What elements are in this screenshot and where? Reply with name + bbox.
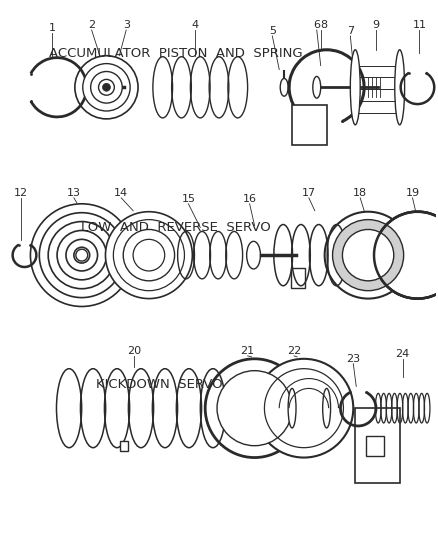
- Circle shape: [342, 230, 393, 281]
- Circle shape: [324, 212, 410, 298]
- Ellipse shape: [350, 50, 359, 125]
- Text: 24: 24: [395, 349, 409, 359]
- Text: 17: 17: [301, 188, 315, 198]
- Ellipse shape: [322, 389, 330, 428]
- Text: 22: 22: [286, 346, 300, 356]
- Circle shape: [90, 71, 122, 103]
- Text: 23: 23: [346, 354, 360, 364]
- Circle shape: [102, 83, 110, 91]
- Text: 9: 9: [371, 20, 379, 30]
- Text: 5: 5: [268, 26, 275, 36]
- Ellipse shape: [287, 389, 295, 428]
- Bar: [365, 436, 383, 456]
- Text: 21: 21: [240, 346, 254, 356]
- Circle shape: [75, 56, 138, 119]
- Text: 13: 13: [67, 188, 81, 198]
- Circle shape: [205, 359, 303, 457]
- Text: LOW  AND  REVERSE  SERVO: LOW AND REVERSE SERVO: [81, 221, 270, 233]
- Text: 8: 8: [319, 20, 326, 30]
- Circle shape: [83, 63, 130, 111]
- Circle shape: [76, 249, 88, 261]
- Circle shape: [254, 359, 353, 457]
- Text: 7: 7: [346, 26, 353, 36]
- Circle shape: [332, 220, 403, 290]
- Text: 14: 14: [114, 188, 128, 198]
- Circle shape: [216, 370, 291, 446]
- Text: 1: 1: [49, 23, 56, 33]
- Text: ACCUMULATOR  PISTON  AND  SPRING: ACCUMULATOR PISTON AND SPRING: [49, 47, 302, 60]
- Ellipse shape: [312, 76, 320, 98]
- Bar: [354, 408, 399, 483]
- Circle shape: [105, 212, 192, 298]
- Text: 18: 18: [352, 188, 367, 198]
- Bar: [290, 268, 304, 288]
- Text: 15: 15: [181, 194, 195, 204]
- Text: 2: 2: [88, 20, 95, 30]
- Text: 6: 6: [313, 20, 320, 30]
- Text: 12: 12: [14, 188, 28, 198]
- Text: 19: 19: [405, 188, 419, 198]
- Ellipse shape: [394, 50, 404, 125]
- Text: KICKDOWN  SERVO: KICKDOWN SERVO: [95, 378, 222, 391]
- Bar: [291, 105, 326, 144]
- Ellipse shape: [279, 78, 287, 96]
- Ellipse shape: [246, 241, 260, 269]
- Text: 3: 3: [122, 20, 129, 30]
- Text: 20: 20: [127, 346, 141, 356]
- Text: 16: 16: [242, 194, 256, 204]
- Circle shape: [123, 230, 174, 281]
- Circle shape: [98, 79, 114, 95]
- Text: 11: 11: [411, 20, 425, 30]
- Circle shape: [374, 213, 438, 297]
- Bar: [120, 441, 128, 450]
- Text: 4: 4: [191, 20, 198, 30]
